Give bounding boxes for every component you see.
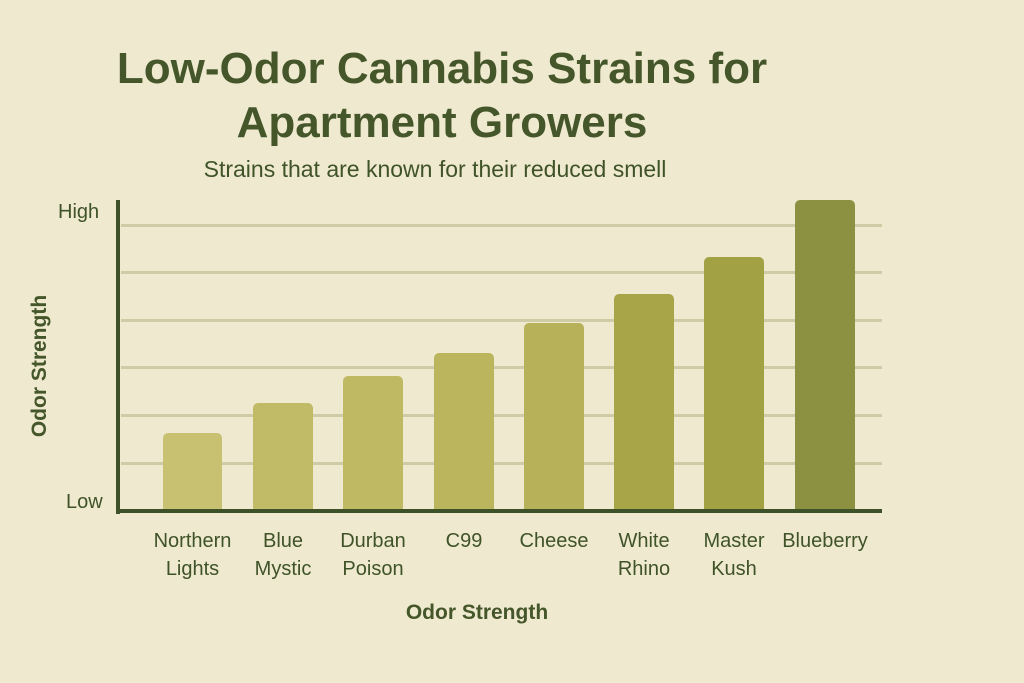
- x-axis-line: [116, 509, 882, 513]
- x-tick-label-line1: C99: [445, 530, 483, 552]
- x-tick-label-line1: Blueberry: [782, 530, 868, 552]
- gridline: [121, 224, 882, 227]
- x-tick-label-line1: Durban: [340, 530, 406, 552]
- y-tick-low: Low: [66, 491, 103, 513]
- gridline: [121, 366, 882, 369]
- x-tick-label: Northern Lights: [138, 527, 248, 583]
- x-tick-label: Durban Poison: [318, 527, 428, 583]
- chart-title: Low-Odor Cannabis Strains for Apartment …: [0, 42, 884, 150]
- x-tick-label: C99: [409, 527, 519, 555]
- y-axis-line: [116, 200, 120, 514]
- bar: [343, 376, 403, 511]
- x-tick-label-line2: Rhino: [617, 558, 671, 580]
- chart-title-line2: Apartment Growers: [236, 98, 648, 147]
- chart-subtitle: Strains that are known for their reduced…: [203, 156, 667, 182]
- y-tick-high: High: [58, 201, 100, 223]
- x-tick-label-line2: Poison: [342, 558, 404, 580]
- gridline: [121, 462, 882, 465]
- x-tick-label: White Rhino: [589, 527, 699, 583]
- chart-title-line1: Low-Odor Cannabis Strains for: [116, 44, 768, 93]
- x-tick-label: Cheese: [499, 527, 609, 555]
- bar: [524, 323, 584, 511]
- bar: [163, 433, 222, 511]
- bar: [704, 257, 764, 511]
- bar: [434, 353, 494, 511]
- x-tick-label: Blue Mystic: [228, 527, 338, 583]
- x-tick-label-line2: Lights: [165, 558, 220, 580]
- x-tick-label-line1: Cheese: [519, 530, 589, 552]
- bar: [614, 294, 674, 511]
- gridline: [121, 271, 882, 274]
- gridline: [121, 414, 882, 417]
- bar: [795, 200, 855, 511]
- x-tick-label-line1: White: [618, 530, 670, 552]
- x-axis-label: Odor Strength: [405, 601, 549, 624]
- x-tick-label-line1: Master: [703, 530, 765, 552]
- gridline: [121, 319, 882, 322]
- y-axis-label: Odor Strength: [28, 294, 51, 438]
- x-tick-label-line2: Mystic: [254, 558, 312, 580]
- x-tick-label: Master Kush: [679, 527, 789, 583]
- bar: [253, 403, 313, 511]
- x-tick-label: Blueberry: [770, 527, 880, 555]
- x-tick-label-line1: Northern: [153, 530, 232, 552]
- x-tick-label-line2: Kush: [711, 558, 757, 580]
- x-tick-label-line1: Blue: [262, 530, 304, 552]
